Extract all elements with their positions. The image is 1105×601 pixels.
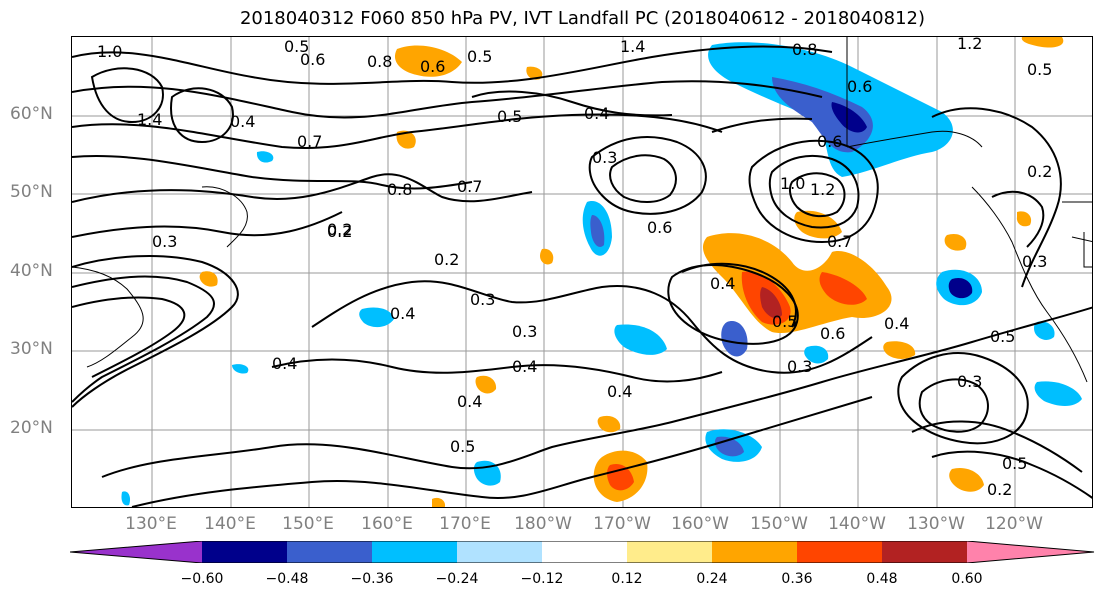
contour-label: 0.7	[827, 232, 852, 251]
lon-label-130e: 130°E	[125, 514, 177, 534]
contour-label: 0.4	[230, 112, 255, 131]
contour-label: 1.4	[137, 110, 162, 129]
contour-label: 0.8	[367, 52, 392, 71]
contour-label: 0.3	[152, 232, 177, 251]
contour-label: 0.6	[820, 324, 845, 343]
contour-label: 0.6	[300, 50, 325, 69]
contour-label: 0.6	[420, 57, 445, 76]
contour-label: 1.0	[780, 174, 805, 193]
contour-label: 0.3	[512, 322, 537, 341]
lon-label-130w: 130°W	[907, 514, 965, 534]
shading-layer	[121, 37, 1082, 507]
contour-label: 0.5	[284, 37, 309, 56]
colorbar-tick-label: −0.36	[350, 571, 394, 587]
contour-label: 0.4	[710, 274, 735, 293]
contour-label: 0.2	[327, 222, 352, 241]
colorbar-segment	[542, 541, 627, 563]
contour-label: 0.4	[884, 314, 909, 333]
colorbar-tick-label: 0.12	[611, 571, 643, 587]
lon-label-180w: 180°W	[514, 514, 572, 534]
lon-label-150w: 150°W	[750, 514, 808, 534]
lon-label-160e: 160°E	[361, 514, 413, 534]
contour-label: 0.2	[327, 220, 352, 239]
colorbar-tick-label: −0.24	[435, 571, 479, 587]
contour-label: 1.2	[810, 180, 835, 199]
contour-label: 1.0	[97, 42, 122, 61]
colorbar-tick-label: 0.36	[781, 571, 813, 587]
colorbar	[70, 541, 1095, 563]
contour-label: 0.2	[1027, 162, 1052, 181]
contour-label: 1.2	[957, 37, 982, 53]
colorbar-tick-label: −0.60	[180, 571, 224, 587]
lon-label-140e: 140°E	[204, 514, 256, 534]
lat-label-20n: 20°N	[10, 418, 53, 438]
pv-contours	[72, 45, 1092, 507]
contour-label: 0.4	[457, 392, 482, 411]
contour-label: 0.3	[592, 148, 617, 167]
colorbar-segment	[967, 541, 1094, 563]
lon-label-140w: 140°W	[828, 514, 886, 534]
contour-label: 0.5	[1027, 60, 1052, 79]
contour-label: 0.4	[272, 354, 297, 373]
lat-label-30n: 30°N	[10, 339, 53, 359]
colorbar-segment	[627, 541, 712, 563]
lon-label-170w: 170°W	[593, 514, 651, 534]
contour-label: 0.4	[390, 304, 415, 323]
contour-label: 0.5	[1002, 454, 1027, 473]
map-panel: 1.0 0.6 0.5 0.8 0.6 0.5 1.4 0.8 0.5 1.2 …	[71, 36, 1093, 508]
contour-label: 0.5	[497, 107, 522, 126]
contour-label: 0.4	[512, 357, 537, 376]
lon-label-120w: 120°W	[985, 514, 1043, 534]
contour-label: 0.4	[607, 382, 632, 401]
colorbar-segment	[202, 541, 287, 563]
contour-label: 0.6	[817, 132, 842, 151]
contour-label: 0.5	[772, 312, 797, 331]
contour-label: 0.5	[450, 437, 475, 456]
colorbar-segment	[882, 541, 967, 563]
contour-label: 0.3	[470, 290, 495, 309]
contour-label: 0.7	[457, 177, 482, 196]
contour-label: 1.4	[620, 37, 645, 56]
colorbar-segment	[457, 541, 542, 563]
lon-label-160w: 160°W	[671, 514, 729, 534]
colorbar-tick-label: 0.24	[696, 571, 728, 587]
map-canvas: 1.0 0.6 0.5 0.8 0.6 0.5 1.4 0.8 0.5 1.2 …	[72, 37, 1092, 507]
lon-label-170e: 170°E	[439, 514, 491, 534]
colorbar-segment	[797, 541, 882, 563]
colorbar-segment	[712, 541, 797, 563]
contour-label: 0.8	[792, 40, 817, 59]
lon-label-150e: 150°E	[282, 514, 334, 534]
coastlines	[72, 37, 1092, 383]
contour-label: 0.8	[387, 180, 412, 199]
colorbar-tick-label: −0.12	[520, 571, 564, 587]
contour-labels: 1.0 0.6 0.5 0.8 0.6 0.5 1.4 0.8 0.5 1.2 …	[97, 37, 1052, 499]
contour-label: 0.6	[847, 77, 872, 96]
colorbar-segment	[287, 541, 372, 563]
contour-label: 0.2	[434, 250, 459, 269]
contour-label: 0.5	[467, 47, 492, 66]
colorbar-segment	[70, 541, 202, 563]
contour-label: 0.4	[584, 104, 609, 123]
contour-label: 0.6	[647, 218, 672, 237]
contour-label: 0.3	[787, 357, 812, 376]
contour-label: 0.2	[987, 480, 1012, 499]
lat-label-60n: 60°N	[10, 104, 53, 124]
colorbar-tick-label: −0.48	[265, 571, 309, 587]
lat-label-40n: 40°N	[10, 261, 53, 281]
colorbar-tick-label: 0.48	[866, 571, 898, 587]
map-title: 2018040312 F060 850 hPa PV, IVT Landfall…	[239, 8, 926, 29]
contour-label: 0.3	[1022, 252, 1047, 271]
contour-label: 0.3	[957, 372, 982, 391]
colorbar-segment	[372, 541, 457, 563]
contour-label: 0.7	[297, 132, 322, 151]
lat-label-50n: 50°N	[10, 182, 53, 202]
contour-label: 0.5	[990, 327, 1015, 346]
colorbar-tick-label: 0.60	[951, 571, 983, 587]
